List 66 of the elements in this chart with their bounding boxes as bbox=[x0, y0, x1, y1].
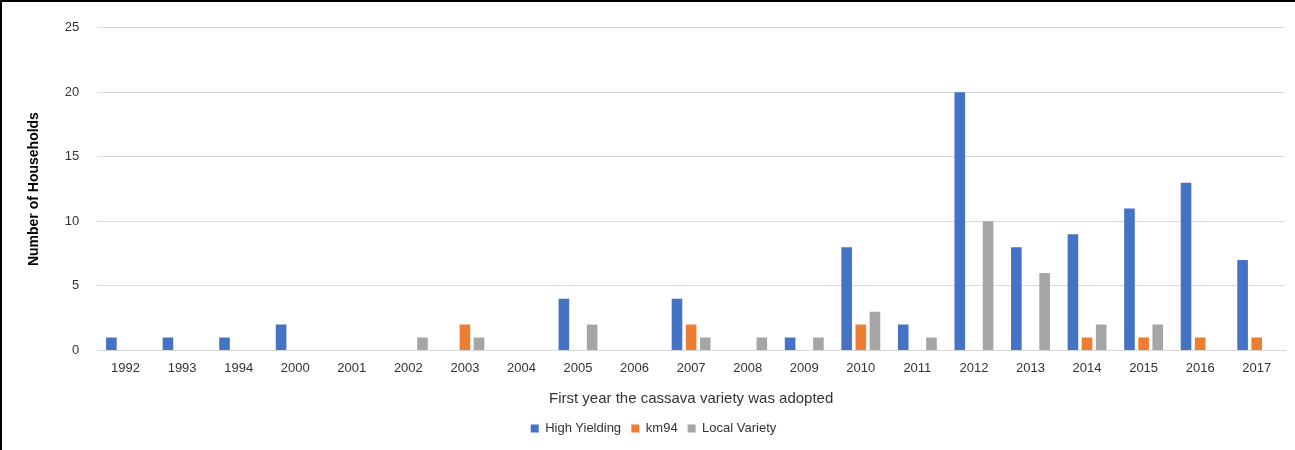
bar bbox=[699, 337, 711, 350]
bar bbox=[275, 324, 287, 350]
x-tick-label: 2012 bbox=[959, 359, 989, 375]
bar bbox=[586, 324, 598, 350]
bar bbox=[473, 337, 485, 350]
bar bbox=[982, 221, 994, 350]
x-tick-label: 2006 bbox=[620, 359, 650, 375]
x-tick-label: 2008 bbox=[733, 359, 763, 375]
bar bbox=[459, 324, 471, 350]
bar bbox=[1251, 337, 1263, 350]
bar bbox=[756, 337, 768, 350]
y-tick-label: 15 bbox=[64, 148, 80, 164]
x-tick-label: 2017 bbox=[1242, 359, 1272, 375]
bar bbox=[219, 337, 230, 350]
x-tick-label: 2015 bbox=[1129, 359, 1159, 375]
x-tick-label: 2009 bbox=[789, 359, 819, 375]
x-tick-label: 1992 bbox=[111, 359, 140, 375]
bar bbox=[671, 298, 683, 350]
bar bbox=[1180, 182, 1192, 350]
legend-label: High Yielding bbox=[545, 420, 622, 436]
y-tick-label: 20 bbox=[64, 83, 80, 99]
bar bbox=[417, 337, 428, 350]
bar bbox=[954, 92, 966, 350]
bar bbox=[855, 324, 867, 350]
bar bbox=[1138, 337, 1149, 350]
y-axis-title: Number of Households bbox=[25, 111, 42, 267]
bar bbox=[813, 337, 824, 350]
x-tick-label: 1993 bbox=[167, 359, 197, 375]
bar bbox=[784, 337, 796, 350]
bar bbox=[1237, 260, 1248, 350]
legend-label: km94 bbox=[645, 420, 678, 436]
bar bbox=[869, 311, 881, 350]
bar bbox=[926, 337, 937, 350]
y-tick-label: 0 bbox=[72, 341, 80, 357]
bar bbox=[1194, 337, 1206, 350]
x-tick-label: 1994 bbox=[224, 359, 254, 375]
x-tick-label: 2013 bbox=[1016, 359, 1045, 375]
bar bbox=[841, 247, 852, 350]
y-tick-label: 10 bbox=[64, 212, 80, 228]
x-axis-title: First year the cassava variety was adopted bbox=[548, 389, 834, 407]
x-tick-label: 2003 bbox=[450, 359, 480, 375]
bar bbox=[1039, 272, 1050, 350]
x-tick-label: 2010 bbox=[846, 359, 876, 375]
bar bbox=[1124, 208, 1135, 350]
legend-label: Local Variety bbox=[702, 420, 777, 436]
x-tick-label: 2007 bbox=[676, 359, 706, 375]
x-tick-label: 2016 bbox=[1185, 359, 1215, 375]
x-tick-label: 2002 bbox=[393, 359, 423, 375]
bar bbox=[1081, 337, 1093, 350]
bar bbox=[106, 337, 117, 350]
x-tick-label: 2000 bbox=[280, 359, 310, 375]
x-tick-label: 2011 bbox=[903, 359, 932, 375]
y-tick-label: 25 bbox=[64, 19, 80, 35]
bar bbox=[1095, 324, 1107, 350]
x-tick-label: 2004 bbox=[506, 359, 536, 375]
bar bbox=[1152, 324, 1164, 350]
x-tick-label: 2014 bbox=[1072, 359, 1102, 375]
bar bbox=[1067, 234, 1079, 350]
bar bbox=[1011, 247, 1022, 350]
x-tick-label: 2005 bbox=[563, 359, 593, 375]
bar bbox=[558, 298, 570, 350]
bar bbox=[897, 324, 909, 350]
y-tick-label: 5 bbox=[72, 277, 80, 293]
bar bbox=[162, 337, 174, 350]
x-tick-label: 2001 bbox=[337, 359, 367, 375]
bar bbox=[685, 324, 697, 350]
